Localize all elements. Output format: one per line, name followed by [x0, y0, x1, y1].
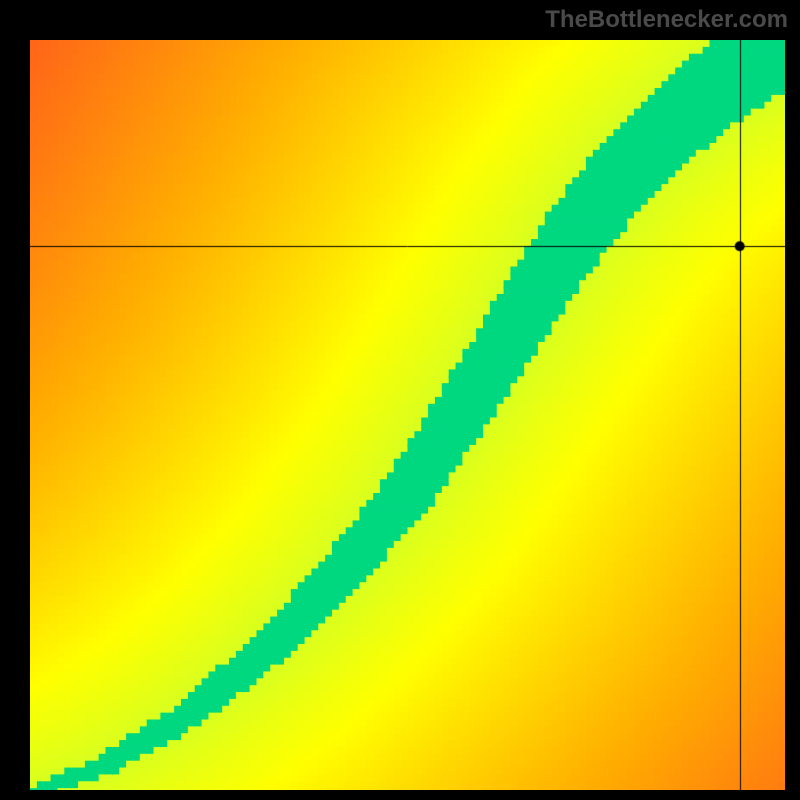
- bottleneck-heatmap: [30, 40, 785, 790]
- chart-container: { "type": "heatmap", "canvas": { "width"…: [0, 0, 800, 800]
- watermark-text: TheBottlenecker.com: [545, 6, 788, 34]
